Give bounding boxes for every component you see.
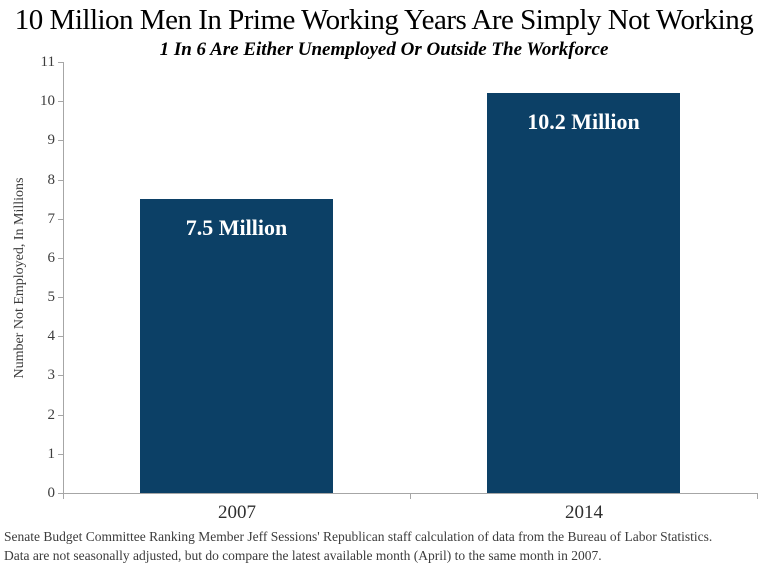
chart-subtitle: 1 In 6 Are Either Unemployed Or Outside … (159, 39, 609, 60)
bar (487, 93, 680, 493)
x-tick-mark (757, 494, 758, 499)
x-tick-mark (410, 494, 411, 499)
x-tick-label: 2007 (218, 502, 256, 523)
y-tick-mark (58, 493, 63, 494)
y-tick-label: 0 (47, 485, 56, 501)
y-tick-label: 10 (40, 93, 55, 109)
source-note-line1: Senate Budget Committee Ranking Member J… (4, 529, 713, 544)
y-tick-mark (58, 140, 63, 141)
y-tick-label: 2 (47, 407, 56, 423)
y-tick-mark (58, 101, 63, 102)
y-tick-label: 8 (47, 172, 56, 188)
y-tick-label: 5 (47, 289, 56, 305)
y-tick-label: 3 (47, 367, 56, 383)
y-axis-line (63, 62, 64, 493)
x-tick-mark (63, 494, 64, 499)
y-tick-label: 7 (47, 211, 56, 227)
y-tick-mark (58, 180, 63, 181)
chart-title: 10 Million Men In Prime Working Years Ar… (14, 4, 754, 36)
bar-value-label: 10.2 Million (527, 109, 640, 134)
source-note-line2: Data are not seasonally adjusted, but do… (4, 547, 602, 563)
y-tick-label: 9 (47, 132, 56, 148)
y-tick-mark (58, 415, 63, 416)
y-tick-label: 6 (47, 250, 56, 266)
x-tick-label: 2014 (565, 502, 603, 523)
y-tick-label: 4 (47, 328, 56, 344)
y-tick-mark (58, 219, 63, 220)
y-tick-mark (58, 336, 63, 337)
y-tick-label: 11 (40, 54, 55, 70)
y-tick-mark (58, 297, 63, 298)
bar (140, 199, 333, 493)
y-tick-mark (58, 62, 63, 63)
y-tick-label: 1 (47, 446, 56, 462)
bar-value-label: 7.5 Million (185, 215, 288, 240)
source-note: Senate Budget Committee Ranking Member J… (4, 528, 766, 565)
x-axis-line (63, 493, 758, 494)
y-tick-mark (58, 375, 63, 376)
y-tick-mark (58, 258, 63, 259)
y-tick-mark (58, 454, 63, 455)
